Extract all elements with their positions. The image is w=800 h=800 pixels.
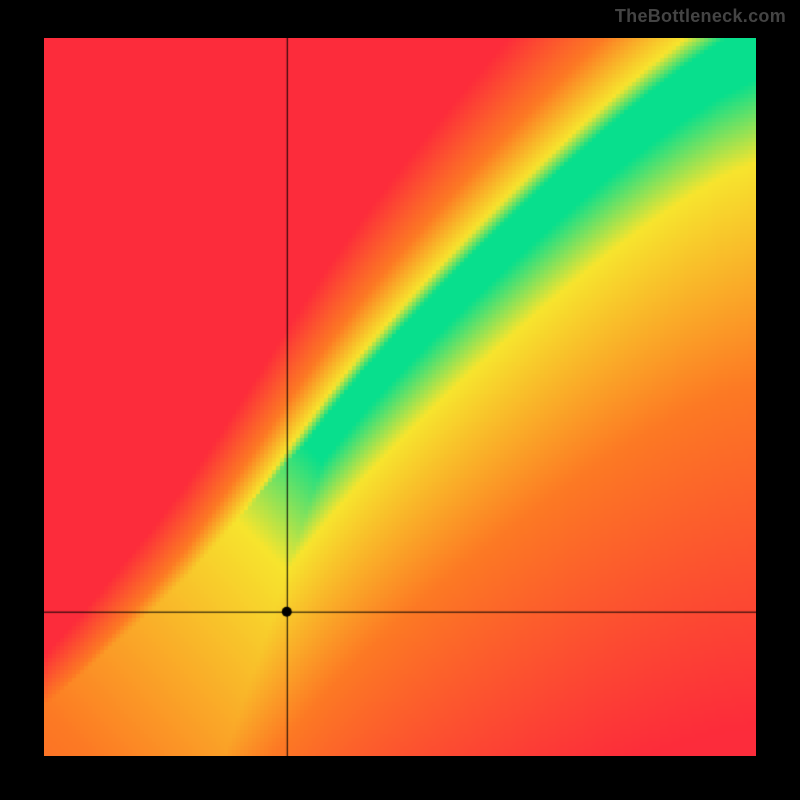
attribution-text: TheBottleneck.com <box>615 6 786 27</box>
heatmap-canvas <box>44 38 756 756</box>
heatmap-plot-area <box>44 38 756 756</box>
chart-container: TheBottleneck.com <box>0 0 800 800</box>
